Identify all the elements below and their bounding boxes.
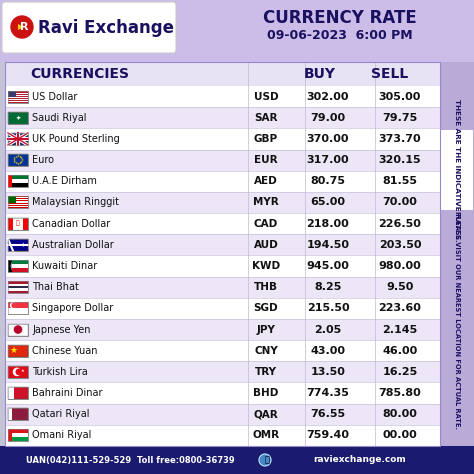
Text: SGD: SGD xyxy=(254,303,278,313)
Text: GBP: GBP xyxy=(254,134,278,144)
Text: ★: ★ xyxy=(17,154,19,158)
FancyBboxPatch shape xyxy=(5,277,440,298)
FancyBboxPatch shape xyxy=(8,408,28,420)
Text: BHD: BHD xyxy=(253,388,279,398)
FancyBboxPatch shape xyxy=(12,183,28,187)
Text: 774.35: 774.35 xyxy=(307,388,349,398)
Text: MYR: MYR xyxy=(253,198,279,208)
FancyBboxPatch shape xyxy=(8,366,28,378)
FancyBboxPatch shape xyxy=(5,234,440,255)
FancyBboxPatch shape xyxy=(8,91,28,92)
Text: U.A.E Dirham: U.A.E Dirham xyxy=(32,176,97,186)
Text: R: R xyxy=(20,22,28,32)
FancyBboxPatch shape xyxy=(5,383,440,404)
Text: AUD: AUD xyxy=(254,240,278,250)
Text: US Dollar: US Dollar xyxy=(32,91,77,101)
FancyBboxPatch shape xyxy=(8,387,28,399)
Polygon shape xyxy=(8,260,12,272)
FancyBboxPatch shape xyxy=(8,95,28,96)
Text: Bahraini Dinar: Bahraini Dinar xyxy=(32,388,102,398)
FancyBboxPatch shape xyxy=(8,112,28,124)
FancyBboxPatch shape xyxy=(12,179,28,183)
FancyBboxPatch shape xyxy=(8,200,28,201)
Text: 65.00: 65.00 xyxy=(310,198,346,208)
Text: ★: ★ xyxy=(18,155,21,159)
Text: SELL: SELL xyxy=(371,67,409,81)
FancyBboxPatch shape xyxy=(13,218,23,229)
FancyBboxPatch shape xyxy=(8,98,28,99)
FancyBboxPatch shape xyxy=(8,198,28,199)
Text: ★: ★ xyxy=(13,156,16,160)
Text: 305.00: 305.00 xyxy=(379,91,421,101)
FancyBboxPatch shape xyxy=(8,291,28,293)
FancyBboxPatch shape xyxy=(8,96,28,97)
FancyBboxPatch shape xyxy=(8,197,28,198)
FancyBboxPatch shape xyxy=(5,86,440,107)
FancyBboxPatch shape xyxy=(5,213,440,234)
FancyBboxPatch shape xyxy=(8,218,28,229)
Text: ★: ★ xyxy=(13,160,16,164)
Text: EUR: EUR xyxy=(254,155,278,165)
Text: 373.70: 373.70 xyxy=(379,134,421,144)
FancyBboxPatch shape xyxy=(8,239,28,251)
Text: 223.60: 223.60 xyxy=(379,303,421,313)
Text: Qatari Riyal: Qatari Riyal xyxy=(32,409,90,419)
Text: CURRENCY RATE: CURRENCY RATE xyxy=(263,9,417,27)
FancyBboxPatch shape xyxy=(12,429,28,433)
FancyBboxPatch shape xyxy=(8,101,28,102)
FancyBboxPatch shape xyxy=(8,91,28,102)
Text: 302.00: 302.00 xyxy=(307,91,349,101)
Text: 215.50: 215.50 xyxy=(307,303,349,313)
FancyBboxPatch shape xyxy=(8,239,28,251)
Text: JPY: JPY xyxy=(256,325,275,335)
Text: 43.00: 43.00 xyxy=(310,346,346,356)
FancyBboxPatch shape xyxy=(8,154,28,166)
FancyBboxPatch shape xyxy=(8,201,28,202)
Text: TRY: TRY xyxy=(255,367,277,377)
FancyBboxPatch shape xyxy=(441,130,473,210)
FancyBboxPatch shape xyxy=(0,446,474,474)
FancyBboxPatch shape xyxy=(5,171,440,192)
Text: SAR: SAR xyxy=(254,113,278,123)
Circle shape xyxy=(11,16,33,38)
FancyBboxPatch shape xyxy=(8,207,28,208)
FancyBboxPatch shape xyxy=(5,425,440,446)
FancyBboxPatch shape xyxy=(8,324,28,336)
Text: 226.50: 226.50 xyxy=(379,219,421,228)
Text: 46.00: 46.00 xyxy=(383,346,418,356)
FancyBboxPatch shape xyxy=(8,429,12,441)
FancyBboxPatch shape xyxy=(8,302,28,309)
Text: UK Pound Sterling: UK Pound Sterling xyxy=(32,134,120,144)
FancyBboxPatch shape xyxy=(5,128,440,149)
FancyBboxPatch shape xyxy=(8,408,28,420)
FancyBboxPatch shape xyxy=(5,404,440,425)
FancyBboxPatch shape xyxy=(0,62,8,446)
Text: 09-06-2023  6:00 PM: 09-06-2023 6:00 PM xyxy=(267,28,413,42)
Text: raviexchange.com: raviexchange.com xyxy=(314,456,406,465)
FancyBboxPatch shape xyxy=(5,298,440,319)
Text: Omani Riyal: Omani Riyal xyxy=(32,430,91,440)
Text: 79.75: 79.75 xyxy=(383,113,418,123)
Text: THB: THB xyxy=(254,282,278,292)
FancyBboxPatch shape xyxy=(8,345,28,357)
Text: Malaysian Ringgit: Malaysian Ringgit xyxy=(32,198,119,208)
Circle shape xyxy=(12,303,16,307)
FancyBboxPatch shape xyxy=(8,366,28,378)
Text: ★: ★ xyxy=(20,156,23,160)
FancyBboxPatch shape xyxy=(8,286,28,288)
FancyBboxPatch shape xyxy=(8,205,28,206)
Text: Ravi Exchange: Ravi Exchange xyxy=(38,19,174,37)
Text: Euro: Euro xyxy=(32,155,54,165)
Text: AED: AED xyxy=(254,176,278,186)
Text: 2.145: 2.145 xyxy=(383,325,418,335)
FancyBboxPatch shape xyxy=(8,208,28,209)
Text: 79.00: 79.00 xyxy=(310,113,346,123)
FancyBboxPatch shape xyxy=(8,206,28,207)
FancyBboxPatch shape xyxy=(8,387,28,399)
FancyBboxPatch shape xyxy=(5,340,440,361)
FancyBboxPatch shape xyxy=(5,255,440,277)
Circle shape xyxy=(259,454,271,466)
Polygon shape xyxy=(18,24,24,30)
Circle shape xyxy=(14,326,22,333)
